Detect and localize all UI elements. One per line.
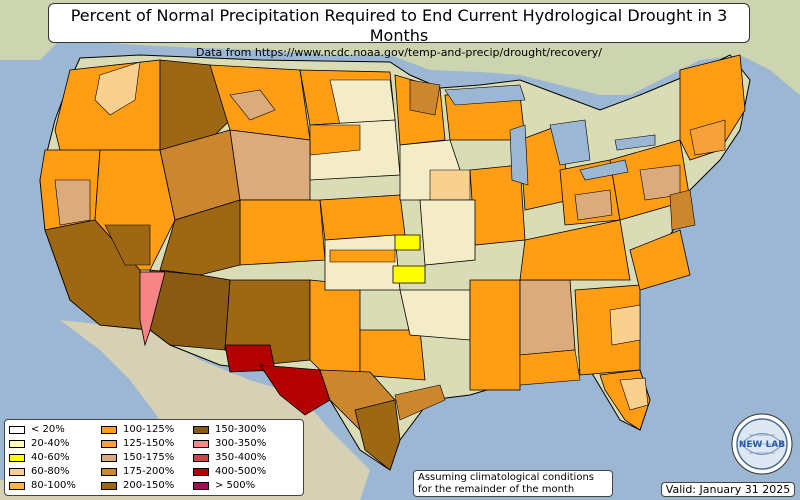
- legend-swatch: [101, 468, 117, 476]
- legend-item: 100-125%: [101, 424, 174, 436]
- lake-superior: [444, 84, 526, 106]
- legend-item: 200-150%: [101, 480, 174, 492]
- legend: < 20% 20-40% 40-60% 60-80% 80-100% 100-125% 12…: [4, 419, 304, 496]
- region-tx-panhandle: [309, 279, 361, 376]
- region-oh-south: [574, 189, 613, 221]
- legend-item: 125-150%: [101, 438, 174, 450]
- legend-swatch: [193, 426, 209, 434]
- legend-swatch: [101, 482, 117, 490]
- region-ar-la: [469, 279, 521, 391]
- legend-item: 400-500%: [193, 466, 266, 478]
- lab-logo-icon: NEW LAB: [731, 413, 793, 475]
- region-mt-tan: [229, 89, 276, 121]
- legend-item: 40-60%: [9, 452, 70, 464]
- legend-label: 175-200%: [123, 466, 175, 477]
- legend-swatch: [9, 468, 25, 476]
- legend-swatch: [9, 482, 25, 490]
- legend-swatch: [9, 454, 25, 462]
- legend-swatch: [9, 440, 25, 448]
- region-ne: [319, 194, 406, 241]
- legend-label: 20-40%: [31, 438, 70, 449]
- legend-item: 60-80%: [9, 466, 70, 478]
- region-ia-south: [429, 169, 471, 201]
- region-ks: [324, 234, 401, 291]
- legend-item: < 20%: [9, 424, 65, 436]
- region-ca-north: [54, 179, 91, 226]
- legend-label: 150-300%: [215, 424, 267, 435]
- region-nv-south: [104, 224, 151, 266]
- legend-item: 150-300%: [193, 424, 266, 436]
- map-subtitle: Data from https://www.ncdc.noaa.gov/temp…: [196, 46, 602, 59]
- legend-item: 300-350%: [193, 438, 266, 450]
- region-ks-mid: [329, 249, 396, 263]
- legend-swatch: [101, 440, 117, 448]
- legend-label: < 20%: [31, 424, 65, 435]
- lake-ontario: [614, 134, 656, 151]
- lake-huron: [549, 119, 591, 166]
- legend-item: 80-100%: [9, 480, 76, 492]
- region-ga-east: [609, 304, 641, 346]
- legend-label: 40-60%: [31, 452, 70, 463]
- title-box: Percent of Normal Precipitation Required…: [48, 3, 750, 59]
- region-fl-central: [619, 377, 649, 411]
- legend-swatch: [9, 426, 25, 434]
- legend-swatch: [101, 454, 117, 462]
- legend-label: 60-80%: [31, 466, 70, 477]
- region-ky-tn: [519, 219, 631, 281]
- region-md-de: [669, 189, 696, 231]
- region-mo: [419, 199, 476, 266]
- region-ok: [399, 289, 471, 341]
- valid-date: Valid: January 31 2025: [661, 482, 795, 497]
- legend-item: > 500%: [193, 480, 255, 492]
- region-tx-west: [259, 364, 331, 416]
- legend-label: 350-400%: [215, 452, 267, 463]
- region-ms: [519, 279, 576, 356]
- region-ks-east-b: [392, 265, 426, 284]
- region-tx-south: [354, 399, 401, 471]
- lake-michigan: [509, 124, 529, 186]
- map-title: Percent of Normal Precipitation Required…: [70, 6, 728, 45]
- lake-erie: [579, 159, 629, 181]
- legend-swatch: [193, 454, 209, 462]
- legend-item: 20-40%: [9, 438, 70, 450]
- region-tx-coast: [394, 384, 446, 421]
- region-sd-west: [309, 124, 361, 156]
- legend-item: 350-400%: [193, 452, 266, 464]
- legend-swatch: [193, 468, 209, 476]
- legend-item: 175-200%: [101, 466, 174, 478]
- legend-swatch: [193, 440, 209, 448]
- legend-label: 150-175%: [123, 452, 175, 463]
- region-nm: [224, 279, 311, 366]
- region-ut-south: [159, 199, 241, 276]
- assumption-note-line1: Assuming climatological conditions: [418, 472, 594, 483]
- region-wy: [229, 129, 311, 201]
- region-nd-east: [329, 79, 396, 126]
- legend-label: > 500%: [215, 480, 256, 491]
- region-ks-east-a: [394, 234, 421, 251]
- legend-item: 150-175%: [101, 452, 174, 464]
- legend-label: 100-125%: [123, 424, 175, 435]
- region-nc-sc: [629, 229, 691, 291]
- legend-label: 80-100%: [31, 480, 76, 491]
- legend-label: 200-150%: [123, 480, 175, 491]
- assumption-note: Assuming climatological conditions for t…: [413, 470, 613, 497]
- legend-label: 300-350%: [215, 438, 267, 449]
- region-wa-inland: [94, 61, 141, 116]
- legend-swatch: [101, 426, 117, 434]
- region-co: [239, 199, 326, 266]
- region-mn-north: [409, 79, 441, 116]
- region-ms-south: [519, 349, 581, 386]
- legend-label: 400-500%: [215, 466, 267, 477]
- legend-swatch: [193, 482, 209, 490]
- assumption-note-line2: for the remainder of the month: [418, 484, 575, 495]
- region-ma-ct: [689, 119, 726, 156]
- region-tx-central: [359, 329, 426, 381]
- region-az-west: [139, 271, 166, 347]
- legend-label: 125-150%: [123, 438, 175, 449]
- logo-text: NEW LAB: [739, 440, 785, 450]
